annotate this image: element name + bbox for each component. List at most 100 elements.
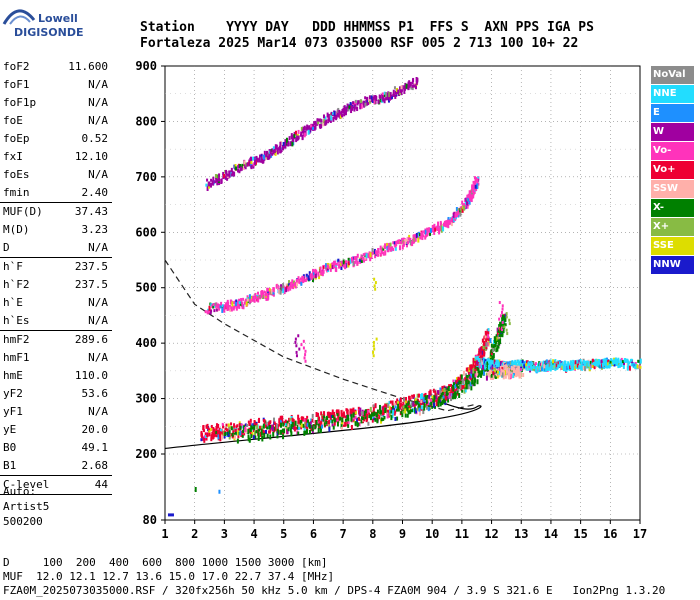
- y-tick-label: 500: [135, 281, 157, 295]
- echo-point: [367, 255, 370, 259]
- echo-point: [466, 367, 469, 371]
- echo-point: [233, 164, 236, 169]
- echo-point: [333, 411, 336, 416]
- echo-point: [464, 197, 467, 202]
- echo-point: [323, 411, 326, 416]
- echo-point: [353, 106, 356, 112]
- echo-point: [518, 363, 521, 367]
- echo-point: [258, 157, 261, 163]
- echo-point: [443, 387, 446, 392]
- echo-point: [295, 278, 298, 283]
- param-row: fmin 2.40: [0, 184, 112, 202]
- echo-point: [486, 342, 489, 347]
- echo-point: [350, 424, 353, 430]
- echo-point: [501, 307, 504, 311]
- echo-point: [376, 409, 379, 414]
- echo-point: [412, 234, 415, 238]
- echo-point: [236, 302, 239, 308]
- param-key: B1: [3, 459, 17, 472]
- echo-point: [245, 301, 248, 307]
- echo-point: [440, 223, 443, 228]
- echo-point: [260, 432, 263, 436]
- echo-point: [512, 372, 515, 376]
- echo-point: [219, 428, 222, 433]
- echo-point: [380, 98, 383, 103]
- echo-point: [492, 348, 495, 353]
- echo-point: [266, 426, 269, 430]
- footer-distance-row: D 100 200 400 600 800 1000 1500 3000 [km…: [3, 556, 328, 569]
- echo-point: [502, 375, 505, 380]
- echo-point: [252, 423, 255, 427]
- echo-point: [531, 362, 534, 366]
- echo-point: [298, 347, 301, 351]
- echo-point: [470, 369, 473, 375]
- echo-point: [425, 399, 428, 404]
- echo-point: [364, 252, 367, 256]
- param-row: foE N/A: [0, 112, 112, 130]
- echo-point: [357, 406, 360, 411]
- echo-point: [337, 416, 340, 422]
- echo-point: [443, 394, 446, 398]
- echo-point: [371, 250, 374, 255]
- echo-point: [349, 103, 352, 109]
- echo-point: [380, 417, 383, 422]
- echo-point: [218, 173, 221, 178]
- echo-point: [400, 88, 403, 92]
- echo-point: [498, 334, 501, 338]
- echo-point: [343, 413, 346, 418]
- echo-point: [547, 366, 550, 371]
- echo-point: [404, 238, 407, 244]
- echo-point: [614, 357, 617, 362]
- x-tick-label: 7: [340, 527, 347, 541]
- echo-point: [416, 400, 419, 405]
- echo-point: [404, 408, 407, 414]
- echo-point: [390, 406, 393, 411]
- echo-point: [478, 358, 481, 363]
- echo-point: [320, 119, 323, 123]
- echo-point: [589, 360, 592, 366]
- echo-point: [484, 364, 487, 370]
- echo-point: [487, 331, 490, 335]
- echo-point: [287, 286, 290, 292]
- echo-point: [327, 415, 330, 419]
- echo-point: [228, 430, 231, 435]
- echo-point: [476, 356, 479, 362]
- echo-point: [367, 102, 370, 106]
- echo-point: [450, 217, 453, 222]
- echo-point: [373, 347, 376, 351]
- echo-point: [396, 416, 399, 421]
- echo-point: [303, 125, 306, 131]
- echo-point: [480, 357, 483, 363]
- echo-point: [450, 221, 453, 227]
- echo-point: [330, 418, 333, 424]
- echo-point: [505, 312, 508, 316]
- echo-point: [542, 367, 545, 372]
- param-key: hmE: [3, 369, 23, 382]
- echo-point: [225, 302, 228, 306]
- echo-point: [369, 415, 372, 421]
- echo-point: [252, 428, 255, 432]
- echo-point: [320, 420, 323, 425]
- echo-point: [447, 224, 450, 229]
- echo-point: [262, 154, 265, 160]
- param-key: foF1p: [3, 96, 37, 109]
- legend: NoVal NNE E W Vo- Vo+ SSW X- X+ SSE NNW: [651, 66, 694, 275]
- echo-point: [304, 349, 307, 353]
- echo-point: [226, 299, 229, 303]
- echo-point: [234, 302, 237, 307]
- echo-point: [236, 438, 239, 444]
- echo-point: [420, 233, 423, 237]
- echo-point: [372, 350, 375, 354]
- echo-point: [456, 390, 459, 394]
- echo-point: [374, 403, 377, 409]
- param-key: h`Es: [3, 314, 30, 327]
- echo-point: [325, 263, 328, 268]
- echo-point: [253, 424, 256, 430]
- echo-point: [465, 378, 468, 382]
- param-key: C-level: [3, 478, 50, 491]
- echo-point: [400, 85, 403, 90]
- echo-point: [257, 291, 260, 295]
- echo-point: [416, 407, 419, 411]
- echo-point: [492, 371, 495, 376]
- echo-point: [256, 425, 259, 430]
